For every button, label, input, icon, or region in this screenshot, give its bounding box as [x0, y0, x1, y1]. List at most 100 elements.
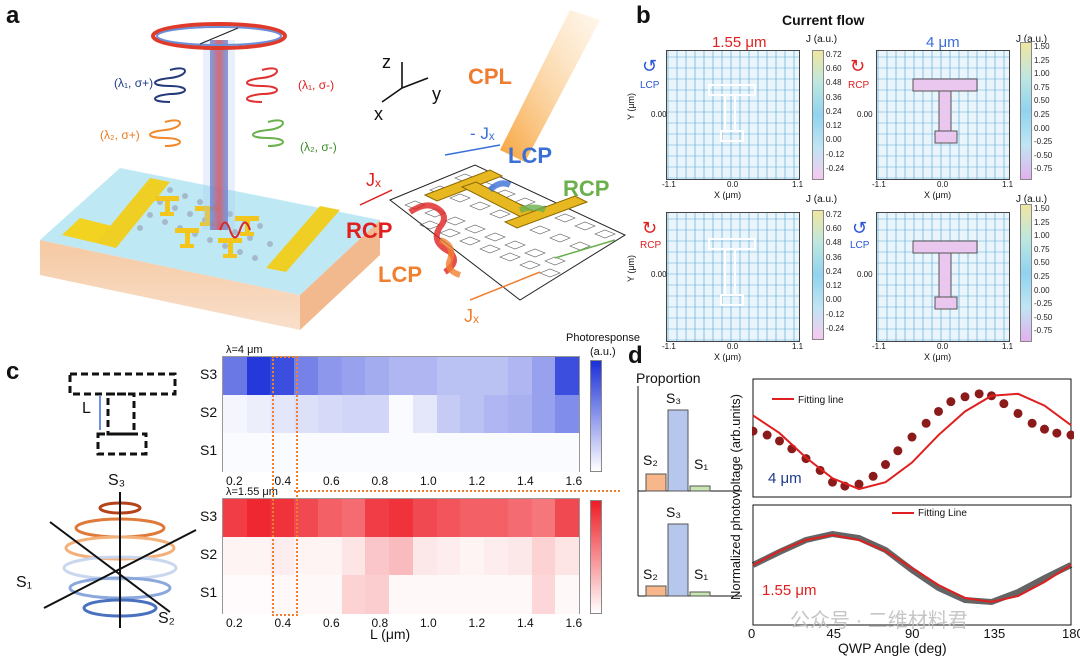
data-point: [974, 389, 984, 399]
colorbar-tick: -0.75: [1034, 326, 1053, 336]
colorbar-tick: 1.00: [1034, 69, 1050, 79]
colorbar-tick: 0.00: [1034, 285, 1050, 295]
heatmap-cell: [317, 575, 343, 614]
current-flow-title: Current flow: [782, 12, 865, 28]
colorbar-tick: 0.24: [826, 106, 842, 116]
c-colorbar-unit: (a.u.): [590, 346, 616, 358]
colorbar-3: [812, 210, 824, 340]
heatmap-cell: [341, 499, 366, 538]
bar-s1-top: S₁: [694, 456, 709, 472]
heatmap-xtick: 0.6: [323, 616, 340, 630]
jx-label-orange: Jₓ: [464, 306, 479, 326]
heatmap-cell: [412, 395, 438, 434]
heatmap-2-title: λ=1.55 μm: [226, 486, 278, 498]
field-map-4: [876, 212, 1010, 342]
axis-z: z: [382, 52, 391, 72]
heatmap-cell: [341, 357, 366, 396]
heatmap-cell: [531, 433, 556, 472]
fit-line: [752, 533, 1072, 604]
heatmap-cell: [294, 499, 319, 538]
bar-s3-bottom: S₃: [666, 504, 682, 520]
field-map-2: [876, 50, 1010, 180]
d-ylabel: Normalized photovoltage (arb.units): [728, 394, 743, 600]
data-point: [752, 426, 758, 436]
heatmap-row-label: S3: [200, 508, 218, 524]
d-xlabel: QWP Angle (deg): [838, 640, 947, 656]
heatmap-xtick: 1.0: [420, 616, 437, 630]
bar-s2-top: S₂: [643, 452, 658, 468]
beam-label-l1-plus: (λ₁, σ+): [114, 76, 154, 90]
heatmap-xtick: 0.2: [226, 616, 243, 630]
heatmap-cell: [317, 499, 343, 538]
b-xtick-1a: -1.1: [662, 180, 676, 189]
heatmap-cell: [389, 499, 414, 538]
heatmap-cell: [555, 433, 580, 472]
rcp-icon-1: ↻: [850, 56, 866, 76]
c-colorbar-red: [590, 500, 602, 614]
substrate-block: [40, 168, 380, 330]
heatmap-cell: [294, 575, 319, 614]
b-ytick-4: 0.00: [857, 270, 873, 279]
data-point: [1066, 430, 1074, 440]
heatmap-xtick: 1.4: [517, 616, 534, 630]
heatmap-cell: [484, 575, 509, 614]
lcp-text-2: LCP: [850, 240, 870, 251]
heatmap-cell: [365, 499, 390, 538]
colorbar-tick: 1.25: [1034, 55, 1050, 65]
heatmap-xtick: 0.8: [371, 474, 389, 488]
heatmap-cell: [531, 395, 556, 434]
proportion-label: Proportion: [636, 370, 701, 386]
heatmap-cell: [436, 537, 461, 576]
colorbar-tick: 0.75: [1034, 244, 1050, 254]
colorbar-tick: -0.50: [1034, 150, 1053, 160]
colorbar-tick: -0.12: [826, 309, 845, 319]
heatmap-cell: [507, 357, 533, 396]
colorbar-tick: 0.00: [826, 135, 842, 145]
heatmap-cell: [484, 537, 509, 576]
fit-legend-bottom-line: [892, 512, 914, 514]
heatmap-cell: [223, 537, 248, 576]
lcp-label-blue: LCP: [508, 143, 552, 168]
b-xlabel-4: X (μm): [924, 352, 952, 362]
proportion-bars: [637, 386, 742, 597]
field-map-3: [666, 212, 800, 342]
b-xtick-3c: 1.1: [792, 342, 804, 351]
stokes-s1: S₁: [16, 574, 33, 591]
colorbar-tick: 0.60: [826, 224, 842, 234]
heatmap-cell: [223, 433, 248, 472]
heatmap-cell: [223, 395, 248, 434]
fit-legend-top: Fitting line: [798, 395, 844, 406]
b-xtick-2a: -1.1: [872, 180, 886, 189]
panel-a-illustration: [40, 10, 627, 330]
heatmap-cell: [317, 357, 343, 396]
stokes-s3: S₃: [108, 472, 126, 489]
data-point: [881, 460, 890, 470]
fit-legend-bottom: Fitting Line: [918, 508, 967, 519]
beam-label-l2-plus: (λ₂, σ+): [100, 128, 140, 142]
neg-jx-label: - Jₓ: [470, 124, 495, 143]
heatmap-cell: [365, 433, 390, 472]
heatmap-cell: [365, 575, 390, 614]
heatmap-row-label: S1: [200, 584, 218, 600]
highlight-connector: [294, 490, 620, 492]
heatmap-cell: [507, 575, 533, 614]
data-point: [934, 406, 943, 416]
highlight-column: [272, 356, 298, 616]
b-xtick-3a: -1.1: [662, 342, 676, 351]
length-label: L: [82, 400, 91, 417]
c-colorbar-blue: [590, 360, 602, 472]
d-xtick: 45: [826, 626, 841, 641]
heatmap-cell: [365, 395, 390, 434]
heatmap-xtick: 0.2: [226, 474, 243, 488]
lcp-text-1: LCP: [640, 80, 660, 91]
heatmap-cell: [294, 357, 319, 396]
fit-line: [752, 392, 1072, 491]
data-point: [946, 397, 956, 407]
colorbar-tick: 0.50: [1034, 96, 1050, 106]
heatmap-cell: [412, 537, 438, 576]
panel-label-b: b: [636, 2, 651, 29]
antenna-array: [155, 196, 259, 258]
heatmap-cell: [507, 537, 533, 576]
heatmap-cell: [270, 357, 295, 396]
panel-label-a: a: [6, 2, 20, 29]
